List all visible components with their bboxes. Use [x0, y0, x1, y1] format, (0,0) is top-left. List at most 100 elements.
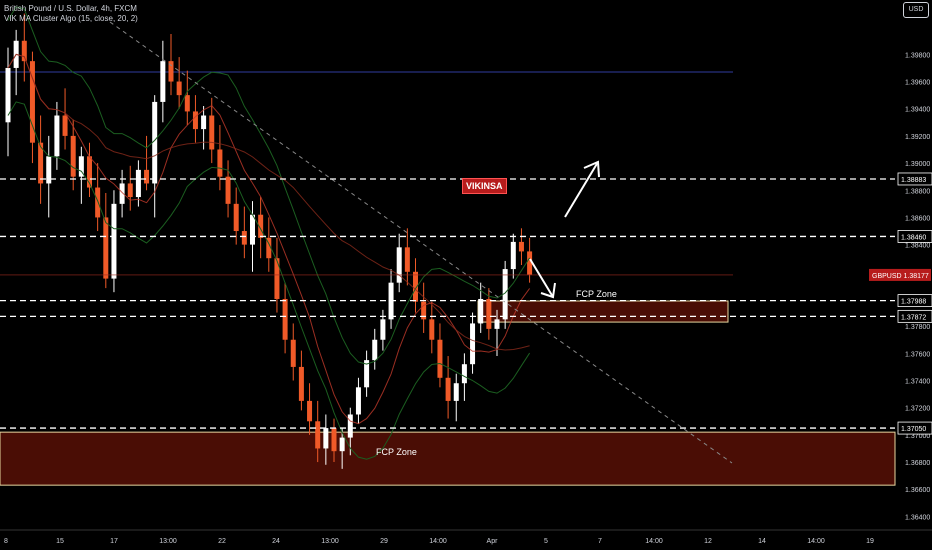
time-tick-label: 19 [866, 538, 874, 545]
candle-body [217, 149, 223, 177]
candle-body [152, 101, 158, 184]
candle-body [445, 377, 451, 401]
candle-body [429, 319, 435, 340]
candle-body [258, 214, 264, 238]
candle-body [315, 421, 321, 449]
candle-body [233, 203, 239, 232]
time-tick-label: 8 [4, 538, 8, 545]
arrow-up-head [583, 160, 600, 178]
price-level-label: 1.37872 [901, 314, 926, 321]
candle-body [290, 339, 296, 367]
price-tick-label: 1.39400 [905, 107, 930, 114]
symbol-title: British Pound / U.S. Dollar, 4h, FXCM [4, 4, 137, 13]
price-level-box [897, 230, 932, 243]
candle-body [372, 339, 378, 361]
currency-button[interactable]: USD [903, 2, 929, 18]
candle-body [135, 169, 141, 198]
candle-body [184, 95, 190, 112]
indicator-title: VIK MA Cluster Algo (15, close, 20, 2) [4, 14, 138, 23]
candle-body [413, 271, 418, 302]
price-level-box [897, 294, 932, 308]
price-tick-label: 1.39600 [905, 80, 930, 87]
time-tick-label: 29 [380, 538, 388, 545]
time-tick-label: 13:00 [159, 538, 177, 545]
candle-body [160, 61, 166, 102]
candle-body [527, 251, 533, 275]
price-level-label: 1.37050 [901, 426, 926, 433]
candle-body [46, 156, 52, 184]
candle-body [518, 241, 524, 252]
time-tick-label: 22 [218, 538, 226, 545]
candle-body [478, 298, 484, 324]
candle-body [274, 258, 280, 299]
candle-body [421, 301, 427, 320]
price-tick-label: 1.36600 [905, 487, 930, 494]
band-lower-line [7, 101, 531, 460]
price-tick-label: 1.39200 [905, 134, 930, 141]
candle-body [298, 366, 304, 401]
candle-body [209, 115, 215, 150]
time-tick-label: 12 [704, 538, 712, 545]
candle-body [282, 298, 288, 340]
time-tick-label: 14:00 [429, 538, 447, 545]
time-tick-label: 5 [544, 538, 548, 545]
candle-body [38, 142, 44, 184]
candle-body [470, 323, 476, 365]
fcp-zone-upper-label: FCP Zone [576, 289, 617, 299]
time-tick-label: 14:00 [807, 538, 825, 545]
candle-body [103, 217, 109, 279]
candle-body [266, 237, 272, 259]
time-tick-label: 15 [56, 538, 64, 545]
price-level-box [897, 421, 932, 435]
candle-body [323, 428, 329, 449]
time-tick-label: Apr [487, 538, 499, 545]
candle-body [62, 115, 68, 136]
price-level-label: 1.37988 [901, 299, 926, 306]
price-tick-label: 1.36400 [905, 514, 930, 521]
candle-body [380, 319, 386, 340]
price-tick-label: 1.37000 [905, 433, 930, 440]
time-tick-label: 14 [758, 538, 766, 545]
ma-slow-line [7, 53, 530, 351]
candle-body [176, 81, 182, 96]
price-tick-label: 1.37600 [905, 351, 930, 358]
candle-body [331, 428, 337, 452]
price-tick-label: 1.39000 [905, 161, 930, 168]
candle-body [201, 115, 207, 130]
arrow-down-line [529, 258, 554, 298]
price-tick-label: 1.37800 [905, 324, 930, 331]
candle-body [54, 115, 60, 157]
trend-line [109, 21, 733, 464]
price-tick-label: 1.39800 [905, 52, 930, 59]
candle-body [225, 176, 231, 204]
candle-body [355, 387, 361, 415]
candle-body [78, 156, 84, 177]
candle-body [5, 67, 11, 123]
candle-body [241, 231, 247, 245]
candle-body [461, 364, 467, 384]
candle-body [168, 61, 174, 82]
price-level-box [897, 309, 932, 323]
candle-body [364, 360, 370, 388]
candle-body [396, 247, 402, 283]
price-level-label: 1.38883 [901, 177, 926, 184]
candle-body [494, 319, 500, 329]
price-tick-label: 1.37200 [905, 406, 930, 413]
candle-body [111, 203, 117, 279]
candle-body [144, 169, 150, 184]
candle-body [21, 40, 27, 62]
candle-body [453, 383, 459, 401]
current-price-label-box [869, 268, 931, 281]
time-tick-label: 7 [598, 538, 602, 545]
price-tick-label: 1.38800 [905, 188, 930, 195]
arrow-down-head [540, 282, 556, 299]
current-price-label: GBPUSD 1.38177 [872, 273, 929, 280]
price-tick-label: 1.37400 [905, 379, 930, 386]
price-level-label: 1.38460 [901, 234, 926, 241]
time-tick-label: 24 [272, 538, 280, 545]
candle-body [486, 298, 492, 329]
arrow-up-line [564, 161, 599, 218]
candle-body [347, 414, 353, 438]
